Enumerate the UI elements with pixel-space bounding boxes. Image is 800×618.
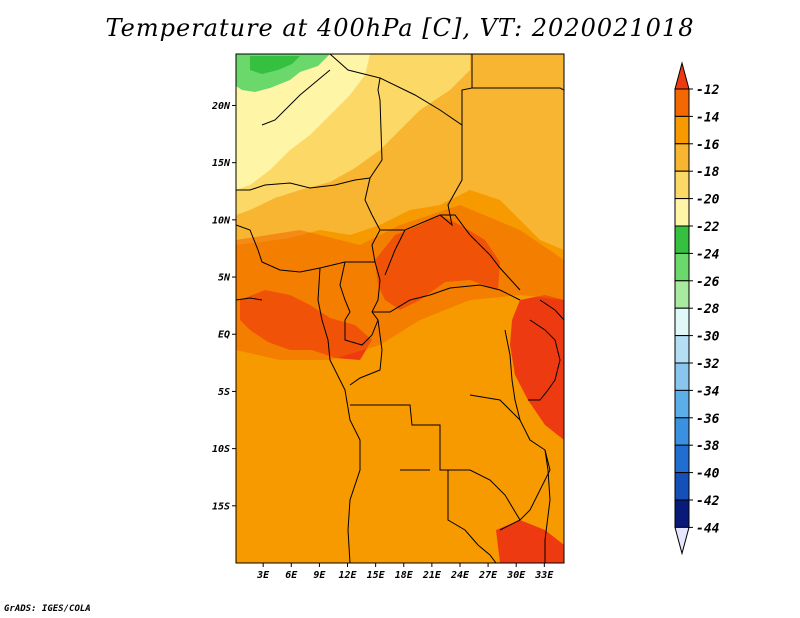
colorbar-segment [674, 143, 690, 172]
chart-title: Temperature at 400hPa [C], VT: 202002101… [105, 14, 695, 42]
lon-tick-label: 27E [478, 570, 498, 581]
region-minus14-band [236, 205, 564, 360]
lon-tick-label: 15E [367, 570, 386, 581]
colorbar-segment [674, 362, 690, 391]
lat-tick-label: 20N [211, 101, 231, 112]
lon-tick-label: 9E [313, 570, 326, 581]
colorbar-segment [674, 170, 690, 200]
region-minus24-green [250, 56, 300, 74]
colorbar-label: -22 [696, 220, 720, 235]
colorbar-label: -26 [696, 275, 720, 290]
longitude-axis: 3E 6E 9E 12E 15E 18E 21E 24E 27E 30E 33E [256, 563, 554, 581]
lat-tick-label: 5S [218, 387, 230, 398]
colorbar-segment [674, 335, 690, 364]
lat-tick-label: 15S [212, 501, 230, 512]
colorbar-segment [674, 115, 690, 145]
colorbar-label: -18 [696, 165, 720, 180]
lon-tick-label: 3E [256, 570, 270, 581]
lon-tick-label: 33E [534, 570, 554, 581]
colorbar-segment [674, 225, 690, 254]
colorbar-segment [674, 252, 690, 282]
colorbar-segment [674, 444, 690, 474]
lon-tick-label: 18E [395, 570, 414, 581]
colorbar-top-arrow [674, 61, 690, 90]
colorbar-label: -36 [696, 412, 720, 427]
region-minus12-east [510, 295, 564, 440]
colorbar-label: -16 [696, 138, 720, 153]
colorbar: -12 -14 -16 -18 -20 -22 -24 -26 -28 -30 -32 -34 -36 -… [674, 61, 720, 556]
colorbar-segment [674, 307, 690, 337]
colorbar-label: -44 [696, 521, 720, 536]
colorbar-label: -40 [696, 467, 720, 482]
colorbar-segment [674, 88, 690, 117]
lat-tick-label: EQ [218, 330, 230, 341]
colorbar-label: -24 [696, 247, 720, 262]
colorbar-label: -34 [696, 384, 720, 399]
lon-tick-label: 24E [450, 570, 470, 581]
colorbar-label: -42 [696, 494, 720, 509]
lat-tick-label: 10N [212, 215, 231, 226]
colorbar-label: -12 [696, 83, 720, 98]
colorbar-label: -30 [696, 330, 720, 345]
lat-tick-label: 5N [218, 273, 231, 284]
colorbar-segment [674, 389, 690, 419]
lon-tick-label: 12E [338, 570, 357, 581]
colorbar-label: -20 [696, 193, 720, 208]
colorbar-bottom-arrow [674, 526, 690, 556]
latitude-axis: 20N 15N 10N 5N EQ 5S 10S 15S [211, 101, 236, 512]
lon-tick-label: 6E [285, 570, 298, 581]
lat-tick-label: 10S [212, 444, 230, 455]
colorbar-label: -28 [696, 302, 720, 317]
colorbar-segment [674, 472, 690, 501]
country-borders [236, 54, 564, 563]
colorbar-label: -32 [696, 357, 720, 372]
lon-tick-label: 30E [506, 570, 526, 581]
colorbar-label: -38 [696, 439, 720, 454]
grads-credit: GrADS: IGES/COLA [4, 604, 91, 614]
map-frame [235, 53, 565, 564]
lon-tick-label: 21E [422, 570, 442, 581]
temperature-field [236, 54, 564, 563]
lat-tick-label: 15N [212, 158, 231, 169]
colorbar-segment [674, 499, 690, 528]
colorbar-segment [674, 417, 690, 446]
colorbar-segment [674, 280, 690, 309]
region-minus12-south [496, 520, 564, 563]
colorbar-label: -14 [696, 110, 720, 125]
colorbar-segment [674, 198, 690, 227]
